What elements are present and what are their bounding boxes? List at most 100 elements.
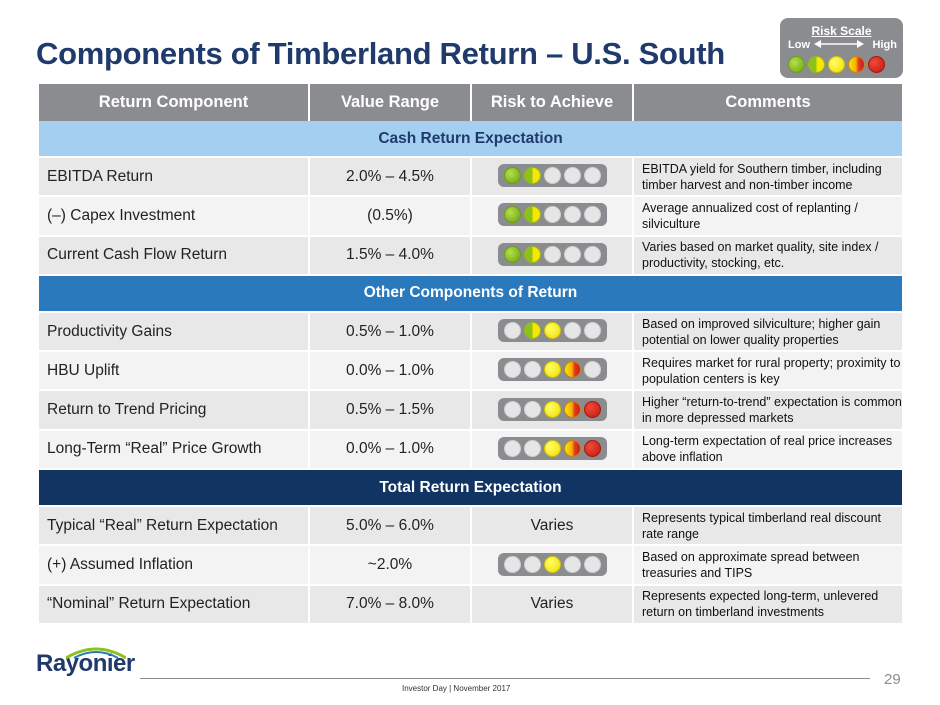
risk-cell: [472, 546, 634, 586]
value-range-cell: 5.0% – 6.0%: [310, 507, 472, 547]
risk-dot-empty: [523, 400, 541, 418]
table-row: Productivity Gains 0.5% – 1.0% Based on im…: [39, 312, 902, 353]
return-component-cell: Productivity Gains: [39, 312, 310, 353]
risk-indicator: [497, 358, 607, 382]
comment-cell: Long-term expectation of real price incr…: [634, 430, 902, 471]
risk-dot-yellow: [543, 555, 561, 573]
risk-dot-yellow: [828, 56, 845, 73]
risk-dot-yellow-red: [563, 361, 581, 379]
risk-dot-red: [868, 56, 885, 73]
return-components-table: Return Component Value Range Risk to Ach…: [39, 84, 902, 625]
risk-dot-green-yellow: [523, 322, 541, 340]
risk-dot-empty: [563, 245, 581, 263]
risk-indicator: [497, 242, 607, 266]
risk-cell: [472, 391, 634, 431]
return-component-cell: Typical “Real” Return Expectation: [39, 507, 310, 547]
header-value-range: Value Range: [310, 84, 472, 121]
risk-dot-yellow-red: [848, 56, 865, 73]
comment-cell: Based on improved silviculture; higher g…: [634, 312, 902, 353]
risk-scale-legend: Risk Scale Low High: [780, 18, 903, 78]
risk-dot-green-yellow: [523, 206, 541, 224]
risk-dot-empty: [583, 361, 601, 379]
return-component-cell: EBITDA Return: [39, 158, 310, 198]
value-range-cell: 7.0% – 8.0%: [310, 585, 472, 625]
risk-cell: [472, 430, 634, 471]
risk-cell: [472, 352, 634, 392]
table-row: (–) Capex Investment (0.5%) Average annual…: [39, 197, 902, 237]
value-range-cell: 0.5% – 1.5%: [310, 391, 472, 431]
value-range-cell: ~2.0%: [310, 546, 472, 586]
risk-dot-green: [503, 245, 521, 263]
comment-cell: EBITDA yield for Southern timber, includ…: [634, 158, 902, 198]
risk-indicator: [497, 164, 607, 188]
return-component-cell: Current Cash Flow Return: [39, 236, 310, 276]
comment-cell: Higher “return-to-trend” expectation is …: [634, 391, 902, 431]
risk-dot-empty: [503, 439, 521, 457]
risk-dot-red: [583, 439, 601, 457]
risk-indicator: [497, 319, 607, 343]
page-title: Components of Timberland Return – U.S. S…: [36, 36, 725, 71]
risk-cell: Varies: [472, 507, 634, 547]
return-component-cell: Return to Trend Pricing: [39, 391, 310, 431]
table-row: “Nominal” Return Expectation 7.0% – 8.0% V…: [39, 585, 902, 625]
comment-cell: Average annualized cost of replanting / …: [634, 197, 902, 237]
risk-dot-empty: [563, 555, 581, 573]
risk-dot-green-yellow: [523, 245, 541, 263]
risk-dot-empty: [563, 322, 581, 340]
risk-cell: [472, 236, 634, 276]
return-component-cell: HBU Uplift: [39, 352, 310, 392]
risk-cell: [472, 158, 634, 198]
table-row: Typical “Real” Return Expectation 5.0% – …: [39, 507, 902, 547]
table-row: Long-Term “Real” Price Growth 0.0% – 1.0%…: [39, 430, 902, 471]
risk-dot-green-yellow: [808, 56, 825, 73]
risk-dot-empty: [543, 245, 561, 263]
risk-text: Varies: [530, 595, 574, 613]
section-title: Cash Return Expectation: [39, 121, 902, 158]
risk-dot-empty: [523, 555, 541, 573]
risk-dot-empty: [543, 206, 561, 224]
return-component-cell: Long-Term “Real” Price Growth: [39, 430, 310, 471]
logo-mark-icon: [66, 647, 126, 660]
risk-indicator: [497, 397, 607, 421]
comment-cell: Based on approximate spread between trea…: [634, 546, 902, 586]
risk-dot-empty: [583, 555, 601, 573]
section-title: Total Return Expectation: [39, 470, 902, 508]
table-header-row: Return Component Value Range Risk to Ach…: [39, 84, 902, 121]
section-title: Other Components of Return: [39, 275, 902, 313]
section-header-row: Other Components of Return: [39, 275, 902, 313]
risk-dot-empty: [543, 167, 561, 185]
risk-dot-empty: [563, 167, 581, 185]
section-header-row: Total Return Expectation: [39, 470, 902, 508]
value-range-cell: 0.5% – 1.0%: [310, 312, 472, 353]
table-row: Current Cash Flow Return 1.5% – 4.0% Varie…: [39, 236, 902, 276]
risk-dot-yellow-red: [563, 400, 581, 418]
risk-dot-empty: [503, 400, 521, 418]
table-body: Cash Return Expectation EBITDA Return 2.0%…: [39, 121, 902, 625]
risk-cell: [472, 312, 634, 353]
risk-dot-empty: [523, 439, 541, 457]
return-component-cell: (–) Capex Investment: [39, 197, 310, 237]
value-range-cell: 2.0% – 4.5%: [310, 158, 472, 198]
risk-scale-low-label: Low: [788, 39, 810, 51]
return-component-cell: “Nominal” Return Expectation: [39, 585, 310, 625]
risk-dot-empty: [583, 167, 601, 185]
table-row: Return to Trend Pricing 0.5% – 1.5% Higher…: [39, 391, 902, 431]
footer-text: Investor Day | November 2017: [402, 684, 511, 693]
return-component-cell: (+) Assumed Inflation: [39, 546, 310, 586]
risk-dot-green-yellow: [523, 167, 541, 185]
header-comments: Comments: [634, 84, 902, 121]
risk-scale-high-label: High: [872, 39, 897, 51]
risk-dot-empty: [523, 361, 541, 379]
risk-scale-title: Risk Scale: [811, 24, 872, 38]
risk-dot-green: [503, 167, 521, 185]
risk-dot-empty: [503, 555, 521, 573]
section-header-row: Cash Return Expectation: [39, 121, 902, 158]
comment-cell: Represents expected long-term, unlevered…: [634, 585, 902, 625]
value-range-cell: 0.0% – 1.0%: [310, 430, 472, 471]
header-risk-to-achieve: Risk to Achieve: [472, 84, 634, 121]
risk-dot-empty: [583, 206, 601, 224]
risk-dot-empty: [583, 245, 601, 263]
risk-indicator: [497, 552, 607, 576]
value-range-cell: 0.0% – 1.0%: [310, 352, 472, 392]
risk-dot-empty: [583, 322, 601, 340]
